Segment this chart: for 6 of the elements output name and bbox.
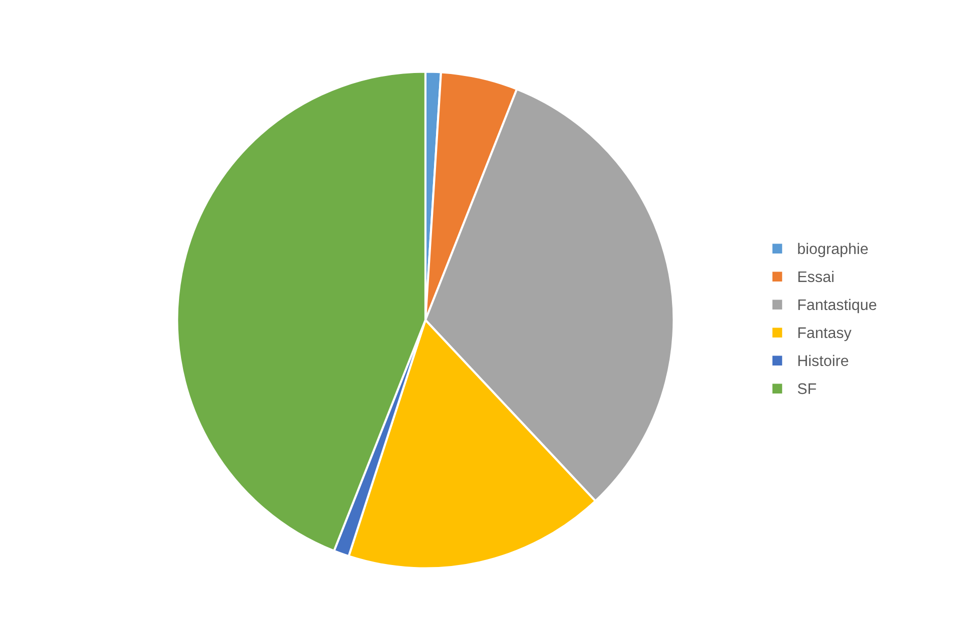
legend-label: Fantastique [798,298,876,314]
legend-label: SF [798,383,816,394]
legend-label: Essai [798,270,834,282]
legend-label: Histoire [798,354,848,366]
legend-label: biographie [798,242,868,258]
legend-label: Fantasy [798,327,852,342]
